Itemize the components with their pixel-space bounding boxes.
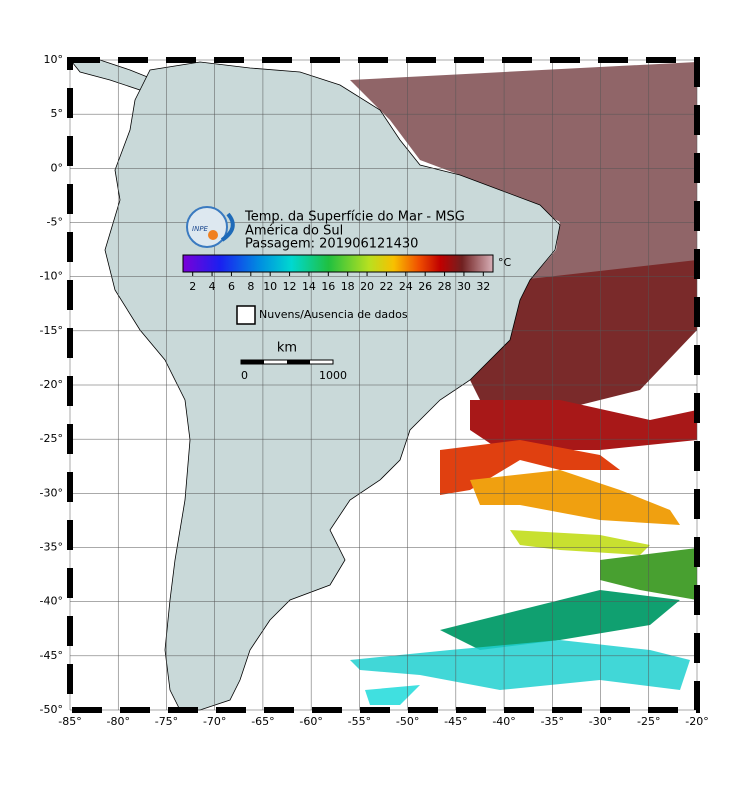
- colorbar-tick-label: 28: [438, 280, 452, 293]
- scale-tick-label: 1000: [319, 369, 347, 382]
- y-tick-label: -45°: [40, 649, 63, 662]
- sst-cool: [365, 685, 420, 705]
- legend-swatch: [236, 305, 256, 325]
- y-tick-label: -15°: [40, 324, 63, 337]
- colorbar-tick-label: 18: [341, 280, 355, 293]
- y-tick-label: 10°: [44, 53, 64, 66]
- x-tick-label: -40°: [492, 715, 515, 728]
- sst-mid: [470, 470, 680, 525]
- colorbar-tick-label: 20: [360, 280, 374, 293]
- colorbar-tick-label: 10: [263, 280, 277, 293]
- colorbar-unit: °C: [498, 256, 512, 269]
- colorbar-tick-label: 30: [457, 280, 471, 293]
- colorbar-tick-label: 2: [189, 280, 196, 293]
- y-tick-label: -10°: [40, 270, 63, 283]
- x-tick-label: -30°: [589, 715, 612, 728]
- sst-cool: [350, 640, 690, 690]
- x-tick-label: -80°: [106, 715, 129, 728]
- x-tick-label: -55°: [348, 715, 371, 728]
- y-tick-label: -25°: [40, 432, 63, 445]
- y-tick-label: 5°: [51, 107, 64, 120]
- colorbar-tick-label: 26: [418, 280, 432, 293]
- colorbar-tick-label: 6: [228, 280, 235, 293]
- y-tick-label: -20°: [40, 378, 63, 391]
- sst-mid: [510, 530, 650, 555]
- colorbar-tick-label: 12: [283, 280, 297, 293]
- sst-warm: [470, 260, 697, 410]
- subtitle: América do Sul: [245, 224, 343, 239]
- y-tick-label: -50°: [40, 703, 63, 716]
- y-tick-label: -35°: [40, 541, 63, 554]
- colorbar-tick-label: 24: [399, 280, 413, 293]
- x-tick-label: -75°: [155, 715, 178, 728]
- sst-warm: [470, 400, 697, 450]
- colorbar-tick-label: 32: [476, 280, 490, 293]
- x-tick-label: -45°: [444, 715, 467, 728]
- x-tick-label: -85°: [58, 715, 81, 728]
- y-tick-label: -5°: [47, 216, 63, 229]
- colorbar-tick-label: 22: [379, 280, 393, 293]
- x-tick-label: -65°: [251, 715, 274, 728]
- sst-mid: [600, 548, 697, 600]
- logo-text: INPE: [192, 225, 209, 233]
- logo: [208, 230, 218, 240]
- logo: [220, 212, 235, 242]
- scale-tick-label: 0: [241, 369, 248, 382]
- scale-bar: [287, 360, 310, 364]
- legend-label: Nuvens/Ausencia de dados: [259, 308, 408, 321]
- x-tick-label: -70°: [203, 715, 226, 728]
- colorbar-tick-label: 4: [209, 280, 216, 293]
- scale-bar: [241, 360, 264, 364]
- y-tick-label: -30°: [40, 486, 63, 499]
- map-area: [67, 57, 700, 713]
- sst-warm: [440, 440, 620, 495]
- y-tick-label: -40°: [40, 595, 63, 608]
- x-tick-label: -50°: [396, 715, 419, 728]
- x-tick-label: -20°: [685, 715, 708, 728]
- y-tick-label: 0°: [51, 161, 64, 174]
- colorbar-tick-label: 16: [321, 280, 335, 293]
- colorbar: [182, 254, 494, 273]
- colorbar-tick-label: 14: [302, 280, 316, 293]
- pass-time: Passagem: 201906121430: [245, 237, 418, 252]
- x-tick-label: -35°: [541, 715, 564, 728]
- x-tick-label: -60°: [299, 715, 322, 728]
- map-frame: [67, 57, 700, 713]
- scale-unit: km: [277, 341, 297, 356]
- sst-cool: [440, 590, 680, 650]
- colorbar-tick-label: 8: [247, 280, 254, 293]
- x-tick-label: -25°: [637, 715, 660, 728]
- title: Temp. da Superfície do Mar - MSG: [244, 210, 465, 225]
